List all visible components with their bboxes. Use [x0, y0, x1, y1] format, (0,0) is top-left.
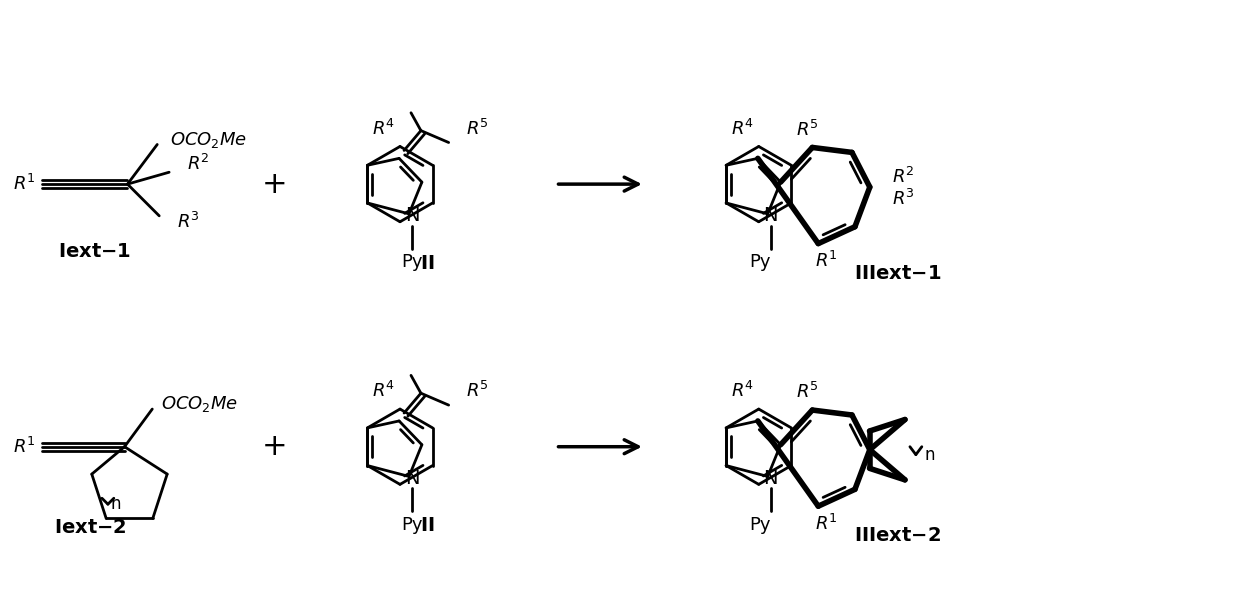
- Text: N: N: [405, 207, 419, 226]
- Text: Py: Py: [750, 516, 771, 534]
- Text: $R^3$: $R^3$: [177, 211, 199, 232]
- Text: $OCO_2Me$: $OCO_2Me$: [170, 129, 248, 150]
- Text: $\mathbf{I	ext{-}2}$: $\mathbf{I ext{-}2}$: [53, 519, 126, 538]
- Text: N: N: [763, 207, 778, 226]
- Text: $R^5$: $R^5$: [467, 118, 489, 139]
- Text: $R^1$: $R^1$: [815, 251, 838, 272]
- Text: $R^4$: $R^4$: [372, 381, 395, 402]
- Text: $\mathbf{II}$: $\mathbf{II}$: [420, 254, 435, 273]
- Text: n: n: [110, 495, 121, 513]
- Text: N: N: [763, 469, 778, 488]
- Text: N: N: [405, 469, 419, 488]
- Text: $R^1$: $R^1$: [12, 174, 36, 194]
- Text: $R^5$: $R^5$: [467, 381, 489, 402]
- Text: $R^3$: $R^3$: [892, 189, 914, 209]
- Text: $\mathbf{III	ext{-}2}$: $\mathbf{III ext{-}2}$: [854, 527, 940, 546]
- Text: $\mathbf{III	ext{-}1}$: $\mathbf{III ext{-}1}$: [854, 264, 942, 283]
- Text: $R^4$: $R^4$: [731, 118, 753, 139]
- Text: Py: Py: [401, 253, 422, 272]
- Text: n: n: [924, 446, 935, 463]
- Text: Py: Py: [401, 516, 422, 534]
- Text: $\mathbf{II}$: $\mathbf{II}$: [420, 517, 435, 536]
- Text: $\mathbf{I	ext{-}1}$: $\mathbf{I ext{-}1}$: [58, 242, 131, 261]
- Text: $OCO_2Me$: $OCO_2Me$: [161, 394, 238, 414]
- Text: $R^4$: $R^4$: [731, 381, 753, 402]
- Text: $R^2$: $R^2$: [892, 167, 914, 187]
- Text: $+$: $+$: [261, 170, 285, 199]
- Text: $+$: $+$: [261, 432, 285, 461]
- Text: Py: Py: [750, 253, 771, 272]
- Text: $R^1$: $R^1$: [12, 436, 36, 457]
- Text: $R^1$: $R^1$: [815, 514, 838, 534]
- Text: $R^2$: $R^2$: [187, 154, 209, 174]
- Text: $R^4$: $R^4$: [372, 118, 395, 139]
- Text: $R^5$: $R^5$: [795, 120, 819, 140]
- Text: $R^5$: $R^5$: [795, 382, 819, 402]
